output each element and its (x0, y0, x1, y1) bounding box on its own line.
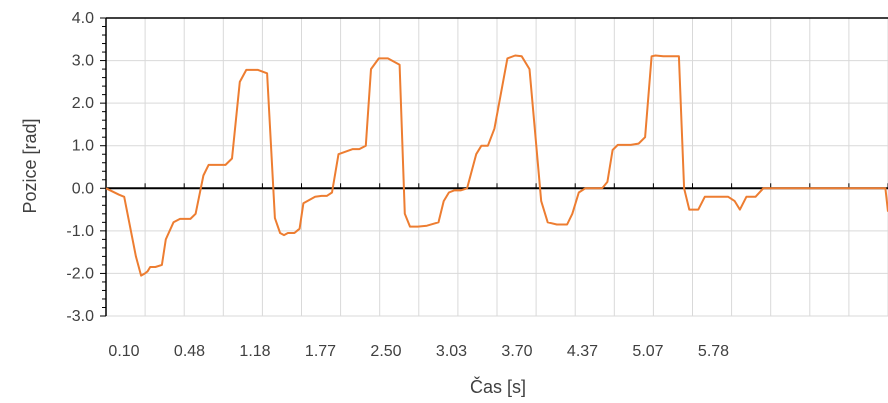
gridlines (106, 17, 888, 317)
x-tick-label: 5.78 (698, 343, 729, 360)
x-tick-label: 5.07 (632, 343, 663, 360)
y-tick-label: 3.0 (72, 53, 94, 70)
x-tick-label: 2.50 (370, 343, 401, 360)
y-tick-label: -1.0 (66, 223, 94, 240)
series-line (105, 54, 888, 277)
series-layer (105, 54, 888, 277)
x-tick-label: 0.10 (108, 343, 139, 360)
x-tick-label: 3.70 (501, 343, 532, 360)
axes (100, 17, 888, 317)
x-tick-label: 1.77 (305, 343, 336, 360)
y-tick-label: -2.0 (66, 265, 94, 282)
y-tick-label: 1.0 (72, 138, 94, 155)
x-tick-label: 4.37 (567, 343, 598, 360)
y-tick-label: 2.0 (72, 95, 94, 112)
y-tick-label: 0.0 (72, 180, 94, 197)
x-axis-title: Čas [s] (470, 376, 526, 397)
y-tick-label: -3.0 (66, 308, 94, 325)
x-tick-label: 1.18 (239, 343, 270, 360)
y-axis-title: Pozice [rad] (20, 118, 40, 213)
x-tick-label: 3.03 (436, 343, 467, 360)
tick-labels: 4.0 3.0 2.0 1.0 0.0 -1.0 -2.0 -3.0 0.10 0.48 1.18 1… (66, 10, 729, 360)
y-tick-label: 4.0 (72, 10, 94, 27)
x-tick-label: 0.48 (174, 343, 205, 360)
